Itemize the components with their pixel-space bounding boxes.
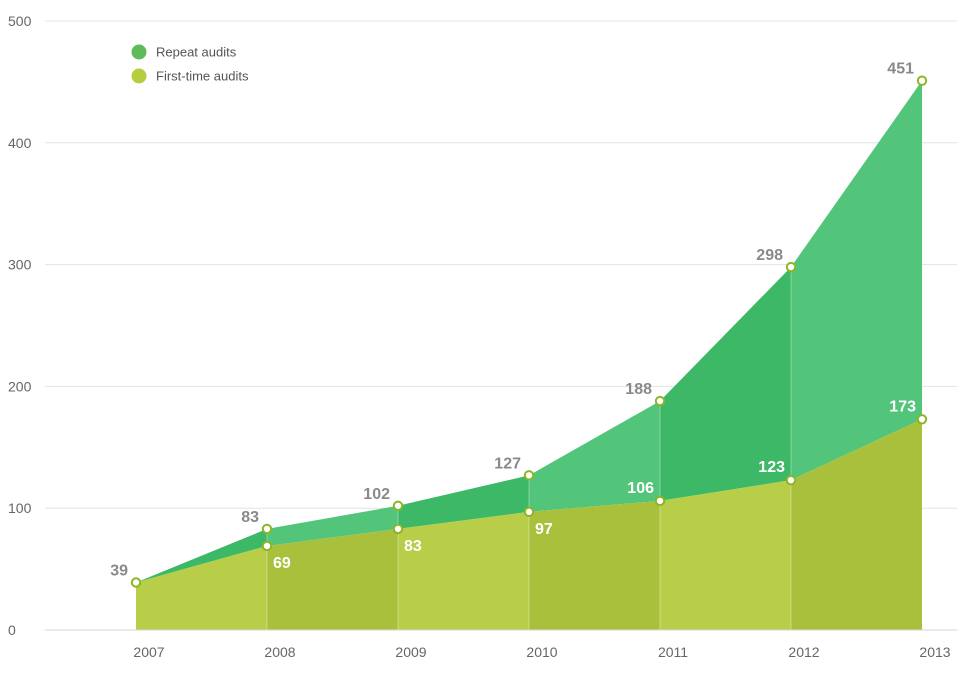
repeat-audits-value-label: 127 bbox=[494, 455, 521, 472]
repeat-audits-value-label: 451 bbox=[887, 61, 914, 78]
area-series-group bbox=[136, 80, 922, 630]
first-time-audits-area-segment bbox=[529, 500, 660, 630]
data-points-group bbox=[130, 75, 928, 588]
first-time-audits-area-segment bbox=[136, 545, 267, 630]
repeat-audits-area-segment bbox=[660, 267, 791, 501]
first-time-audits-value-label: 97 bbox=[535, 521, 553, 538]
y-tick-label: 100 bbox=[8, 500, 32, 516]
x-tick-label: 2009 bbox=[395, 644, 426, 660]
first-time-audits-point bbox=[785, 474, 797, 486]
repeat-audits-value-label: 83 bbox=[241, 509, 259, 526]
repeat-audits-value-label: 188 bbox=[625, 381, 652, 398]
legend-swatch bbox=[131, 68, 147, 84]
legend: Repeat audits First-time audits bbox=[131, 44, 249, 84]
first-time-audits-value-label: 106 bbox=[627, 480, 654, 497]
first-time-audits-value-label: 69 bbox=[273, 555, 291, 572]
repeat-audits-area-segment bbox=[398, 475, 529, 529]
repeat-audits-area-segment bbox=[529, 401, 660, 512]
repeat-audits-point bbox=[261, 523, 273, 535]
x-tick-label: 2011 bbox=[658, 644, 688, 660]
repeat-audits-area-segment bbox=[136, 528, 267, 583]
legend-swatch bbox=[131, 44, 147, 60]
repeat-audits-area-segment bbox=[791, 80, 922, 481]
repeat-audits-point bbox=[916, 75, 928, 86]
repeat-audits-point bbox=[785, 261, 797, 273]
x-tick-label: 2013 bbox=[919, 644, 950, 660]
repeat-audits-area-segment bbox=[267, 505, 398, 546]
repeat-audits-point bbox=[654, 395, 666, 407]
first-time-audits-point bbox=[392, 523, 404, 535]
axes-group: 0 100 200 300 400 500 2007 2008 2009 2010 2011 2012… bbox=[8, 13, 957, 660]
y-tick-label: 0 bbox=[8, 622, 16, 638]
legend-label: First-time audits bbox=[156, 69, 249, 84]
first-time-audits-value-label: 123 bbox=[758, 459, 785, 476]
repeat-audits-value-label: 39 bbox=[110, 562, 128, 579]
first-time-audits-value-label: 83 bbox=[404, 538, 422, 555]
first-time-audits-point bbox=[654, 495, 666, 507]
y-tick-label: 300 bbox=[8, 257, 32, 273]
first-time-audits-area-segment bbox=[660, 480, 791, 630]
repeat-audits-point bbox=[130, 577, 142, 588]
y-tick-label: 500 bbox=[8, 13, 32, 29]
y-tick-label: 400 bbox=[8, 135, 32, 151]
repeat-audits-point bbox=[523, 470, 535, 481]
first-time-audits-point bbox=[523, 506, 535, 518]
first-time-audits-area-segment bbox=[398, 511, 529, 630]
first-time-audits-point bbox=[261, 540, 273, 552]
data-labels-group: 39 83 102 127 188 298 451 69 83 97 106 123 173 bbox=[110, 61, 916, 580]
x-tick-label: 2012 bbox=[788, 644, 819, 660]
x-tick-label: 2010 bbox=[526, 644, 557, 660]
y-tick-label: 200 bbox=[8, 378, 32, 394]
first-time-audits-value-label: 173 bbox=[889, 398, 916, 415]
x-tick-label: 2008 bbox=[264, 644, 295, 660]
repeat-audits-value-label: 298 bbox=[756, 247, 783, 264]
first-time-audits-area-segment bbox=[791, 419, 922, 630]
first-time-audits-point bbox=[916, 414, 928, 425]
x-tick-label: 2007 bbox=[133, 644, 164, 660]
repeat-audits-value-label: 102 bbox=[363, 486, 390, 503]
legend-label: Repeat audits bbox=[156, 45, 237, 60]
first-time-audits-area-segment bbox=[267, 528, 398, 630]
repeat-audits-point bbox=[392, 500, 404, 511]
